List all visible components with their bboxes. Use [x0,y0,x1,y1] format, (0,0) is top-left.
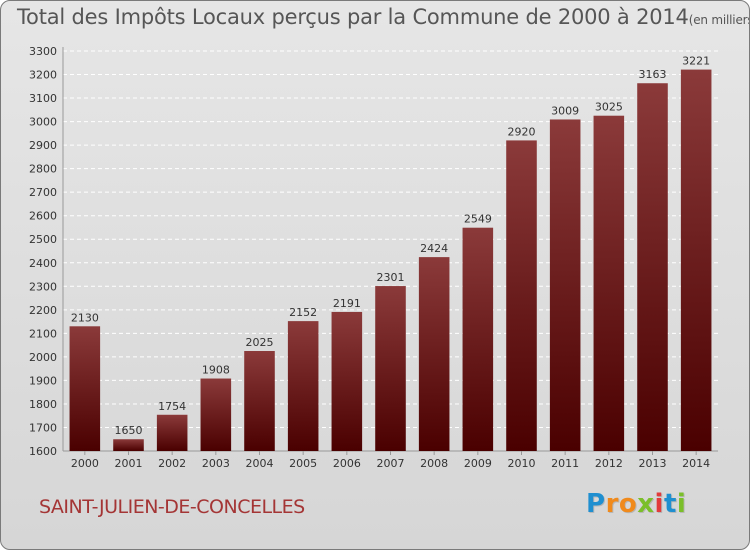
bar-value-label: 3025 [595,101,623,114]
x-tick-label: 2009 [464,457,492,470]
y-tick-label: 3100 [29,92,57,105]
bar-value-label: 2549 [464,213,492,226]
bar-value-label: 2152 [289,306,317,319]
x-tick-label: 2000 [71,457,99,470]
bar-value-label: 3009 [551,104,579,117]
logo-letter: t [663,489,677,519]
x-tick-label: 2003 [202,457,230,470]
y-tick-label: 3000 [29,116,57,129]
y-tick-label: 3200 [29,69,57,82]
x-tick-label: 2011 [551,457,579,470]
bar [331,311,363,451]
logo-letter: P [586,489,606,519]
bar [680,69,712,452]
bar-value-label: 1908 [202,364,230,377]
bar-value-label: 1754 [158,400,186,413]
x-tick-label: 2012 [595,457,623,470]
y-tick-label: 2900 [29,139,57,152]
logo-letter: i [654,489,664,519]
bar [462,227,494,451]
y-tick-label: 2000 [29,351,57,364]
proxiti-logo: Proxiti [586,489,686,519]
bar-value-label: 2424 [420,242,448,255]
x-tick-label: 2007 [377,457,405,470]
bar [375,286,406,451]
bar-value-label: 1650 [115,424,143,437]
chart-title-unit: (en milliers d'€) [688,13,750,27]
logo-letter: x [637,489,655,519]
y-tick-label: 1600 [29,445,57,458]
y-tick-label: 2200 [29,304,57,317]
y-tick-label: 1800 [29,398,57,411]
bar-value-label: 2301 [377,271,405,284]
x-tick-label: 2010 [508,457,536,470]
bar [69,326,101,451]
y-tick-label: 2800 [29,163,57,176]
bar [287,321,319,451]
logo-letter: i [676,489,687,519]
logo-letter: r [605,489,619,519]
x-tick-label: 2013 [639,457,667,470]
x-tick-label: 2008 [420,457,448,470]
x-tick-label: 2004 [246,457,274,470]
bar [593,115,625,452]
chart-title-main: Total des Impôts Locaux perçus par la Co… [17,5,689,29]
bar-value-label: 2920 [508,125,536,138]
bar [637,83,668,451]
logo-letter: o [618,489,638,519]
bar [244,351,275,451]
y-tick-label: 1900 [29,374,57,387]
bar-value-label: 3221 [682,55,710,68]
x-tick-label: 2001 [115,457,143,470]
bar-value-label: 2130 [71,311,99,324]
x-tick-label: 2005 [289,457,317,470]
bar-value-label: 3163 [639,68,667,81]
y-tick-label: 3300 [29,45,57,58]
bar [113,439,144,451]
y-tick-label: 2600 [29,210,57,223]
y-tick-label: 2500 [29,233,57,246]
bar [200,378,232,451]
y-tick-label: 1700 [29,421,57,434]
bar [156,414,188,451]
commune-name: SAINT-JULIEN-DE-CONCELLES [39,496,305,518]
y-tick-label: 2100 [29,327,57,340]
chart-title: Total des Impôts Locaux perçus par la Co… [17,5,750,29]
bar-value-label: 2191 [333,297,361,310]
bar-value-label: 2025 [246,336,274,349]
bar [549,119,581,452]
bar [418,257,450,451]
bar [506,140,537,452]
y-tick-label: 2300 [29,280,57,293]
y-tick-label: 2400 [29,257,57,270]
x-tick-label: 2002 [158,457,186,470]
y-tick-label: 2700 [29,186,57,199]
x-tick-label: 2006 [333,457,361,470]
x-tick-label: 2014 [682,457,710,470]
